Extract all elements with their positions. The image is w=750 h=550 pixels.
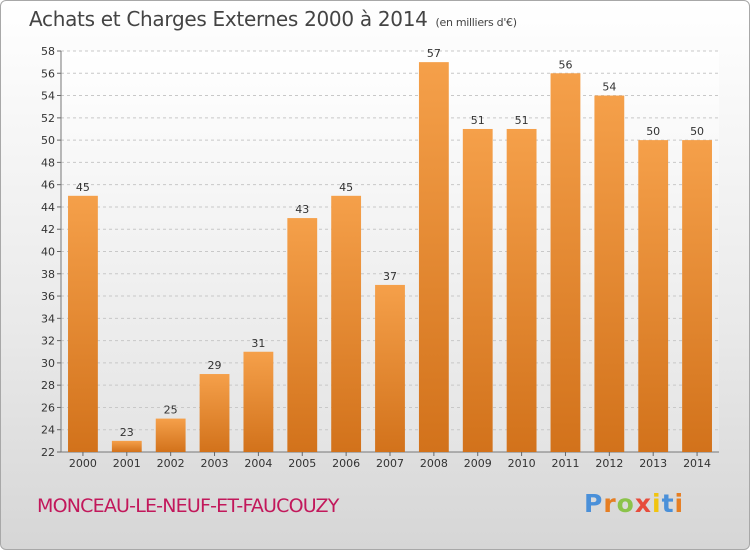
bar-value-label: 37 (383, 270, 397, 283)
x-tick-label: 2011 (551, 457, 579, 470)
y-tick-label: 38 (41, 268, 55, 281)
logo-letter: x (634, 489, 652, 518)
bar (462, 128, 493, 452)
bar (638, 140, 669, 452)
y-tick-label: 24 (41, 424, 55, 437)
x-tick-label: 2008 (420, 457, 448, 470)
bar-value-label: 50 (646, 125, 660, 138)
location-name: MONCEAU-LE-NEUF-ET-FAUCOUZY (37, 495, 339, 517)
x-tick-label: 2013 (639, 457, 667, 470)
proxiti-logo: Proxiti (584, 489, 684, 518)
bar-value-label: 56 (558, 58, 572, 71)
x-tick-label: 2012 (595, 457, 623, 470)
y-tick-label: 46 (41, 179, 55, 192)
bar (243, 351, 274, 452)
y-tick-label: 54 (41, 90, 55, 103)
chart-subtitle: (en milliers d'€) (435, 16, 517, 29)
x-tick-label: 2014 (683, 457, 711, 470)
y-tick-label: 50 (41, 134, 55, 147)
x-tick-label: 2009 (464, 457, 492, 470)
bar (155, 418, 186, 452)
y-tick-label: 32 (41, 335, 55, 348)
y-tick-label: 58 (41, 45, 55, 58)
bar (594, 95, 625, 453)
y-tick-label: 34 (41, 312, 55, 325)
x-tick-label: 2002 (157, 457, 185, 470)
x-tick-label: 2007 (376, 457, 404, 470)
logo-letter: t (661, 489, 675, 518)
x-tick-label: 2000 (69, 457, 97, 470)
y-tick-label: 52 (41, 112, 55, 125)
bar-value-label: 45 (339, 181, 353, 194)
bar (331, 195, 362, 453)
bar-value-label: 54 (602, 81, 616, 94)
y-tick-label: 36 (41, 290, 55, 303)
logo-letter: i (652, 489, 662, 518)
bar-value-label: 50 (690, 125, 704, 138)
bar-value-label: 25 (164, 404, 178, 417)
y-tick-label: 48 (41, 156, 55, 169)
y-tick-label: 42 (41, 223, 55, 236)
chart-title-text: Achats et Charges Externes 2000 à 2014 (29, 7, 428, 31)
bar (68, 195, 98, 453)
bar-value-label: 31 (251, 337, 265, 350)
chart-title: Achats et Charges Externes 2000 à 2014 (e… (29, 7, 517, 31)
logo-letter: i (674, 489, 685, 518)
bar-value-label: 29 (208, 359, 222, 372)
bar (550, 73, 581, 453)
bar-value-label: 57 (427, 47, 441, 60)
bar (199, 374, 230, 452)
logo-letter: r (603, 489, 617, 518)
y-tick-label: 44 (41, 201, 55, 214)
x-tick-label: 2010 (508, 457, 536, 470)
bar (682, 140, 712, 452)
x-tick-label: 2003 (201, 457, 229, 470)
logo-letter: o (616, 489, 635, 518)
bar (111, 440, 142, 452)
y-tick-label: 28 (41, 379, 55, 392)
bar (375, 284, 405, 452)
bar (287, 218, 318, 452)
x-tick-label: 2006 (332, 457, 360, 470)
bar-value-label: 43 (295, 203, 309, 216)
x-tick-label: 2004 (244, 457, 272, 470)
bar (418, 62, 449, 453)
x-tick-label: 2001 (113, 457, 141, 470)
bar (506, 128, 537, 452)
logo-letter: P (584, 489, 604, 518)
bar-value-label: 45 (76, 181, 90, 194)
y-tick-label: 56 (41, 67, 55, 80)
y-tick-label: 22 (41, 446, 55, 459)
bar-value-label: 51 (515, 114, 529, 127)
bar-value-label: 51 (471, 114, 485, 127)
y-tick-label: 30 (41, 357, 55, 370)
bar-value-label: 23 (120, 426, 134, 439)
x-tick-label: 2005 (288, 457, 316, 470)
y-tick-label: 40 (41, 246, 55, 259)
y-tick-label: 26 (41, 401, 55, 414)
